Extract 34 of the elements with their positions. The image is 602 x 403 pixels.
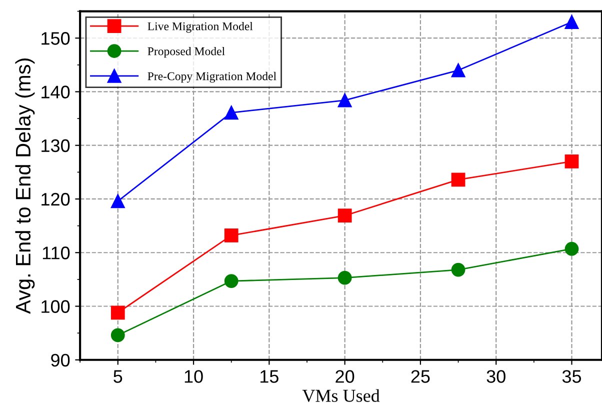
y-tick-label: 110 xyxy=(42,246,70,260)
legend-label: Live Migration Model xyxy=(148,22,253,33)
point xyxy=(338,93,352,108)
x-tick-label: 10 xyxy=(184,370,203,383)
point xyxy=(564,154,579,168)
point xyxy=(338,208,352,223)
x-axis-title: VMs Used xyxy=(302,389,380,402)
point xyxy=(451,262,466,277)
y-tick-label: 90 xyxy=(51,354,70,367)
x-tick-label: 25 xyxy=(411,370,430,383)
y-tick-label: 140 xyxy=(42,86,70,98)
y-tick-label: 130 xyxy=(42,139,70,152)
point xyxy=(564,242,579,256)
point xyxy=(451,172,466,187)
point xyxy=(224,106,238,120)
y-tick-label: 150 xyxy=(42,32,70,45)
legend-label: Proposed Model xyxy=(148,46,225,58)
y-axis-title: Avg. End to End Delay (ms) xyxy=(15,58,35,314)
point xyxy=(224,274,238,288)
point xyxy=(224,228,238,242)
x-tick-label: 15 xyxy=(260,370,278,383)
point xyxy=(110,328,125,342)
y-tick-label: 100 xyxy=(42,300,70,313)
point xyxy=(564,15,579,29)
legend-label: Pre-Copy Migration Model xyxy=(148,72,276,83)
x-tick-label: 30 xyxy=(486,370,506,383)
x-tick-label: 20 xyxy=(336,370,354,383)
point xyxy=(110,194,125,208)
point xyxy=(110,306,125,320)
x-tick-label: 35 xyxy=(562,370,582,383)
point xyxy=(338,270,352,285)
point xyxy=(451,63,466,78)
y-tick-label: 120 xyxy=(42,192,70,206)
x-tick-label: 5 xyxy=(114,370,122,383)
